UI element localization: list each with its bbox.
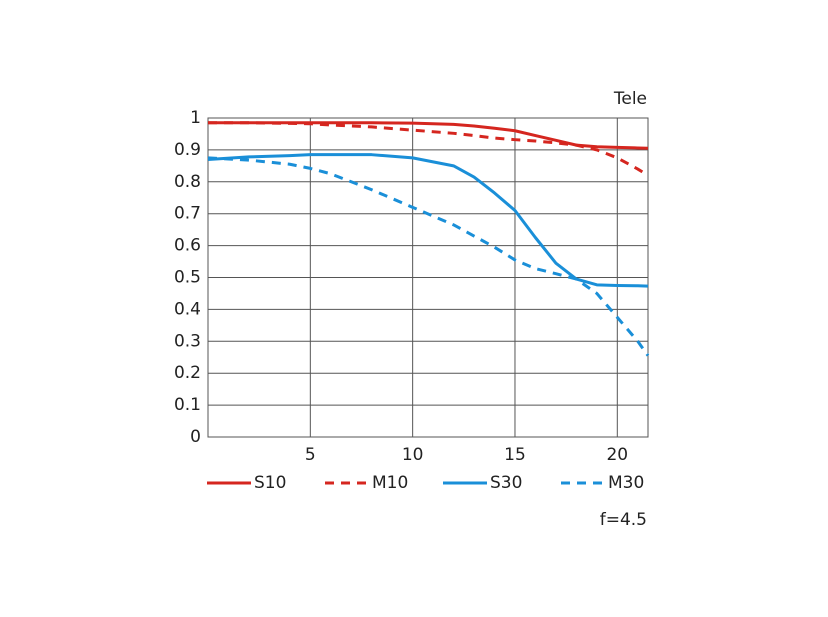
x-tick-label: 15 — [504, 445, 526, 465]
legend-label: M30 — [608, 473, 644, 493]
chart-title: Tele — [613, 89, 647, 109]
series-line — [207, 153, 649, 288]
y-tick-label: 0.2 — [174, 363, 201, 383]
legend-label: S30 — [490, 473, 522, 493]
series-line — [208, 121, 649, 150]
plot-border — [207, 117, 649, 438]
y-tick-label: 0.7 — [174, 204, 201, 224]
x-tick-label: 10 — [402, 445, 424, 465]
y-tick-label: 0.3 — [174, 331, 201, 351]
x-tick-label: 20 — [606, 445, 628, 465]
legend-label: M10 — [372, 473, 408, 493]
x-tick-label: 5 — [305, 445, 316, 465]
y-tick-label: 1 — [190, 108, 201, 128]
y-tick-label: 0.8 — [174, 172, 201, 192]
y-tick-label: 0.1 — [174, 395, 201, 415]
y-tick-label: 0.5 — [174, 268, 201, 288]
y-tick-label: 0.6 — [174, 236, 201, 256]
y-tick-label: 0.4 — [174, 299, 201, 319]
series-line — [208, 121, 649, 177]
y-tick-label: 0.9 — [174, 140, 201, 160]
y-tick-label: 0 — [190, 427, 201, 447]
legend-label: S10 — [254, 473, 286, 493]
aperture-note: f=4.5 — [600, 510, 647, 530]
series-line — [207, 156, 650, 357]
